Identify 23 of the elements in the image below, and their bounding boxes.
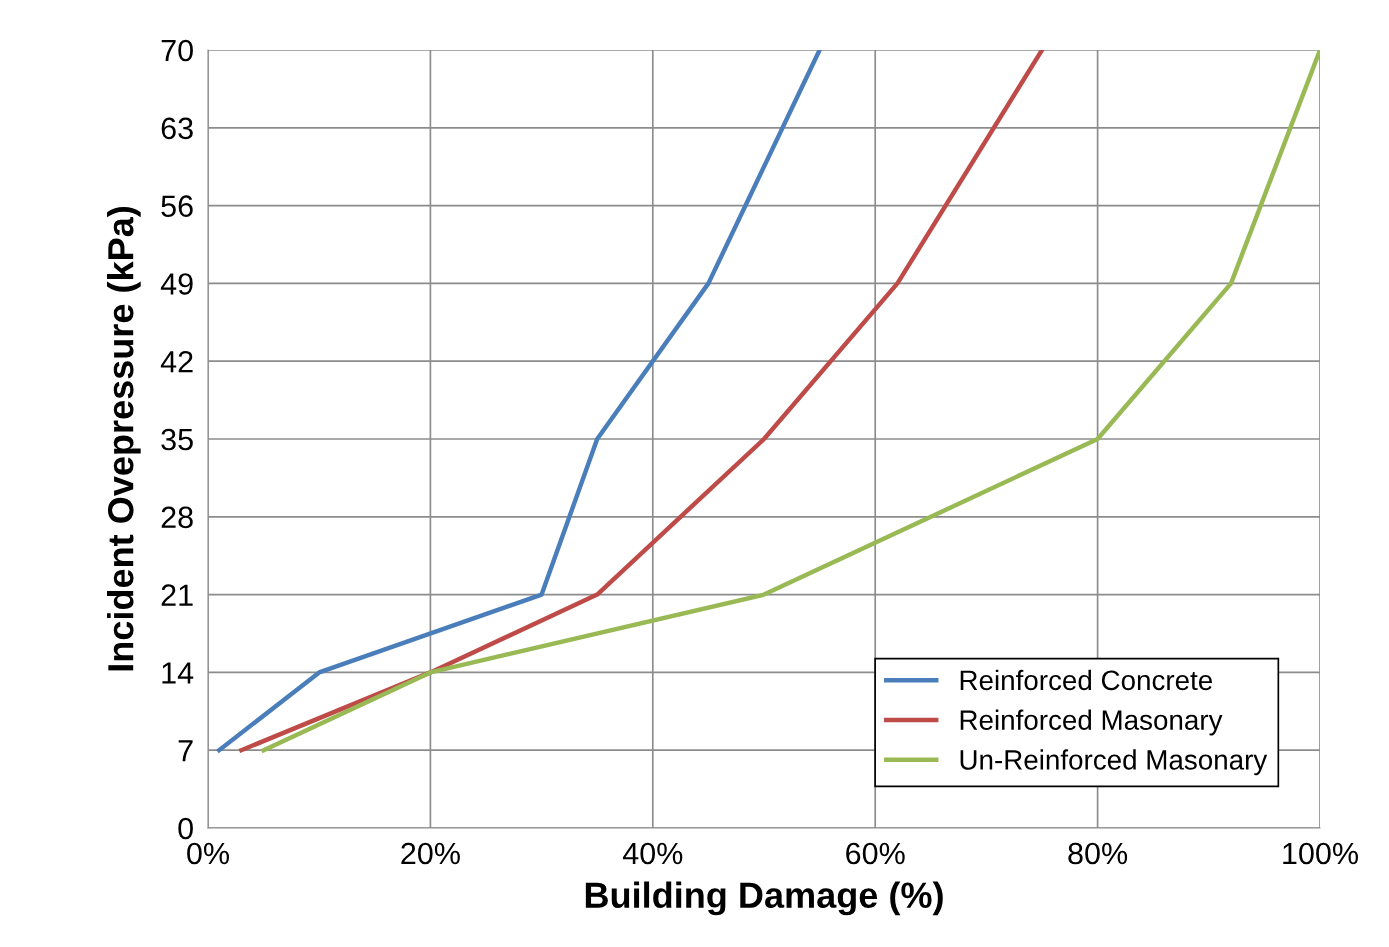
legend-label: Un-Reinforced Masonary [960,749,1268,776]
x-axis-title: Building Damage (%) [585,881,943,916]
legend-label: Reinforced Concrete [960,669,1212,691]
x-tick-label: 60% [846,842,905,865]
y-tick-label: 70 [161,39,193,62]
x-tick-label: 80% [1068,842,1128,865]
y-tick-label: 42 [160,350,193,373]
line-series [216,50,822,753]
x-tick-label: 0% [187,842,229,865]
y-tick-label: 63 [161,117,193,140]
x-tick-label: 20% [401,842,460,865]
y-tick-label: 49 [160,273,193,295]
y-tick-label: 7 [178,740,193,762]
legend-label: Reinforced Masonary [960,709,1223,736]
y-tick-label: 28 [161,506,193,529]
x-tick-label: 100% [1283,842,1358,865]
y-tick-label: 56 [161,195,193,217]
x-tick-label: 40% [622,842,683,865]
y-tick-label: 35 [161,428,193,451]
y-tick-label: 21 [161,584,193,606]
y-tick-label: 14 [162,662,194,684]
y-tick-label: 0 [178,817,193,840]
y-axis-title: Incident Ovepressure (kPa) [107,206,141,671]
